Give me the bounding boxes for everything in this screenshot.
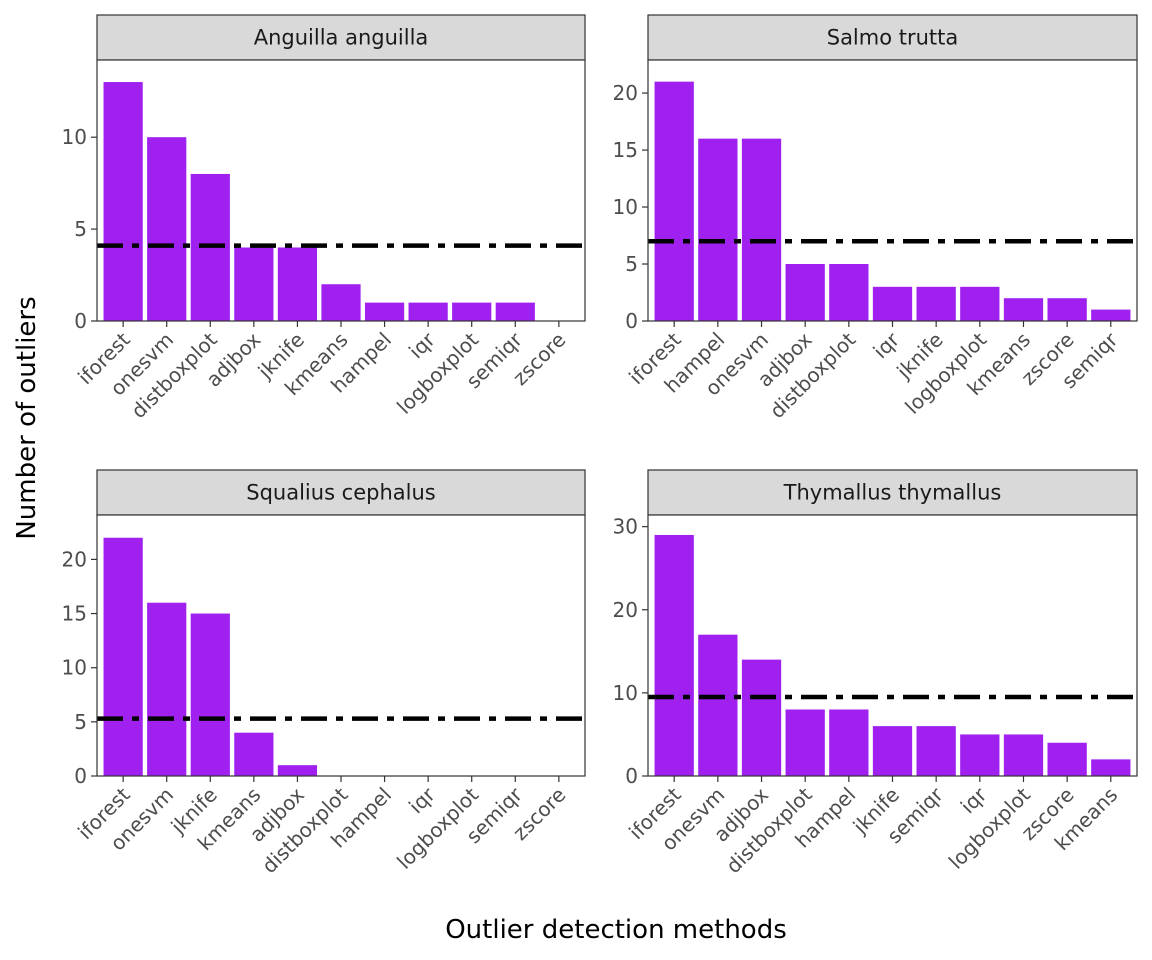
bar: [654, 81, 694, 321]
y-tick-label: 0: [74, 764, 87, 788]
facet-title: Anguilla anguilla: [254, 26, 429, 50]
facet-strip: [647, 14, 1138, 61]
y-tick-label: 5: [74, 710, 87, 734]
bar: [698, 138, 738, 321]
bar: [785, 709, 825, 776]
bar: [408, 302, 448, 321]
facet-strip: [647, 469, 1138, 516]
bar: [872, 726, 913, 776]
bar: [147, 602, 187, 776]
bar: [1003, 298, 1044, 321]
facet-title: Squalius cephalus: [246, 481, 436, 505]
bar: [960, 734, 1000, 776]
y-tick-label: 10: [613, 195, 638, 219]
bar: [1047, 298, 1087, 321]
x-axis-title: Outlier detection methods: [445, 915, 787, 945]
bar: [190, 613, 230, 776]
bar: [234, 732, 274, 776]
bar: [234, 247, 274, 321]
bar: [872, 286, 913, 321]
y-tick-label: 10: [62, 125, 87, 149]
bar: [654, 534, 694, 776]
panel: Salmo trutta05101520iforesthampelonesvma…: [613, 14, 1138, 423]
y-tick-label: 15: [613, 138, 638, 162]
bar: [321, 284, 361, 321]
bar: [103, 82, 143, 321]
bar: [147, 137, 187, 321]
panels: Anguilla anguilla0510iforestonesvmdistbo…: [62, 14, 1138, 878]
y-tick-label: 30: [613, 515, 638, 539]
facet-title: Thymallus thymallus: [783, 481, 1002, 505]
y-tick-label: 5: [74, 217, 87, 241]
y-tick-label: 5: [625, 252, 638, 276]
panel: Anguilla anguilla0510iforestonesvmdistbo…: [62, 14, 586, 423]
y-tick-label: 20: [613, 81, 638, 105]
bar: [1091, 759, 1131, 776]
panel: Squalius cephalus05101520iforestonesvmjk…: [62, 469, 586, 878]
bar: [829, 709, 869, 776]
panel: Thymallus thymallus0102030iforestonesvma…: [613, 469, 1138, 878]
bar: [364, 302, 405, 321]
y-axis-title: Number of outliers: [12, 296, 42, 539]
bar: [960, 286, 1000, 321]
bar: [916, 286, 956, 321]
bar: [452, 302, 492, 321]
bar: [277, 765, 318, 776]
y-tick-label: 0: [74, 309, 87, 333]
y-tick-label: 10: [613, 681, 638, 705]
facet-title: Salmo trutta: [827, 26, 959, 50]
bar: [698, 634, 738, 776]
bar: [785, 264, 825, 321]
y-tick-label: 15: [62, 602, 87, 626]
bar: [1003, 734, 1044, 776]
facet-strip: [96, 469, 586, 516]
facet-strip: [96, 14, 586, 61]
bar: [741, 659, 782, 776]
bar: [495, 302, 535, 321]
y-tick-label: 20: [62, 547, 87, 571]
y-tick-label: 0: [625, 764, 638, 788]
bar: [916, 726, 956, 776]
y-tick-label: 20: [613, 598, 638, 622]
bar: [829, 264, 869, 321]
bar: [741, 138, 782, 321]
y-tick-label: 0: [625, 309, 638, 333]
bar: [103, 537, 143, 776]
bar: [1047, 742, 1087, 776]
bar: [277, 247, 318, 321]
y-tick-label: 10: [62, 656, 87, 680]
bar: [1091, 309, 1131, 321]
